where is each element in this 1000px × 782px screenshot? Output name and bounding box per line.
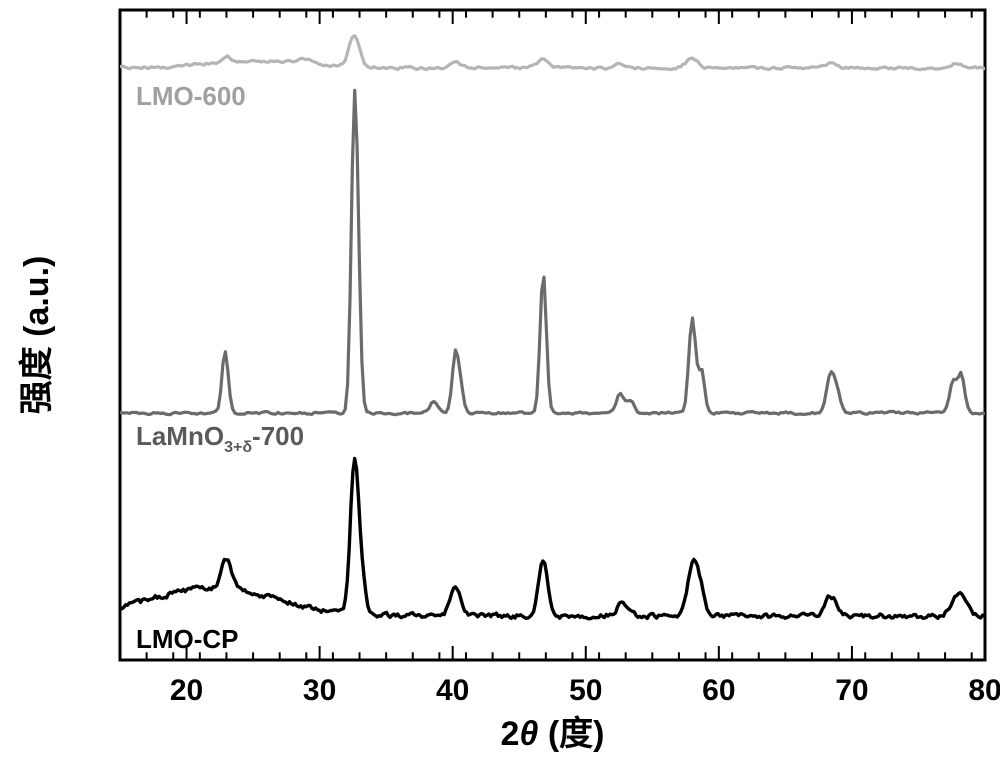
x-tick-label: 70 (835, 674, 868, 707)
x-tick-label: 20 (170, 674, 203, 707)
x-axis-label: 2θ (度) (501, 715, 605, 753)
xrd-chart: 20 30 40 50 60 70 80 2θ (度) 强度 (a.u.) LMO-600 LaM… (0, 0, 1000, 782)
series-label-lamno3-700: LaMnO3+δ-700 (136, 421, 304, 456)
y-axis-label: 强度 (a.u.) (18, 256, 56, 415)
x-tick-label: 60 (702, 674, 735, 707)
x-tick-label: 30 (303, 674, 336, 707)
series-label-lmo-cp: LMO-CP (136, 624, 239, 654)
x-tick-label: 80 (968, 674, 1000, 707)
x-tick-label: 50 (569, 674, 602, 707)
series-label-lmo-600: LMO-600 (136, 81, 246, 111)
x-tick-label: 40 (436, 674, 469, 707)
chart-background (0, 0, 1000, 782)
